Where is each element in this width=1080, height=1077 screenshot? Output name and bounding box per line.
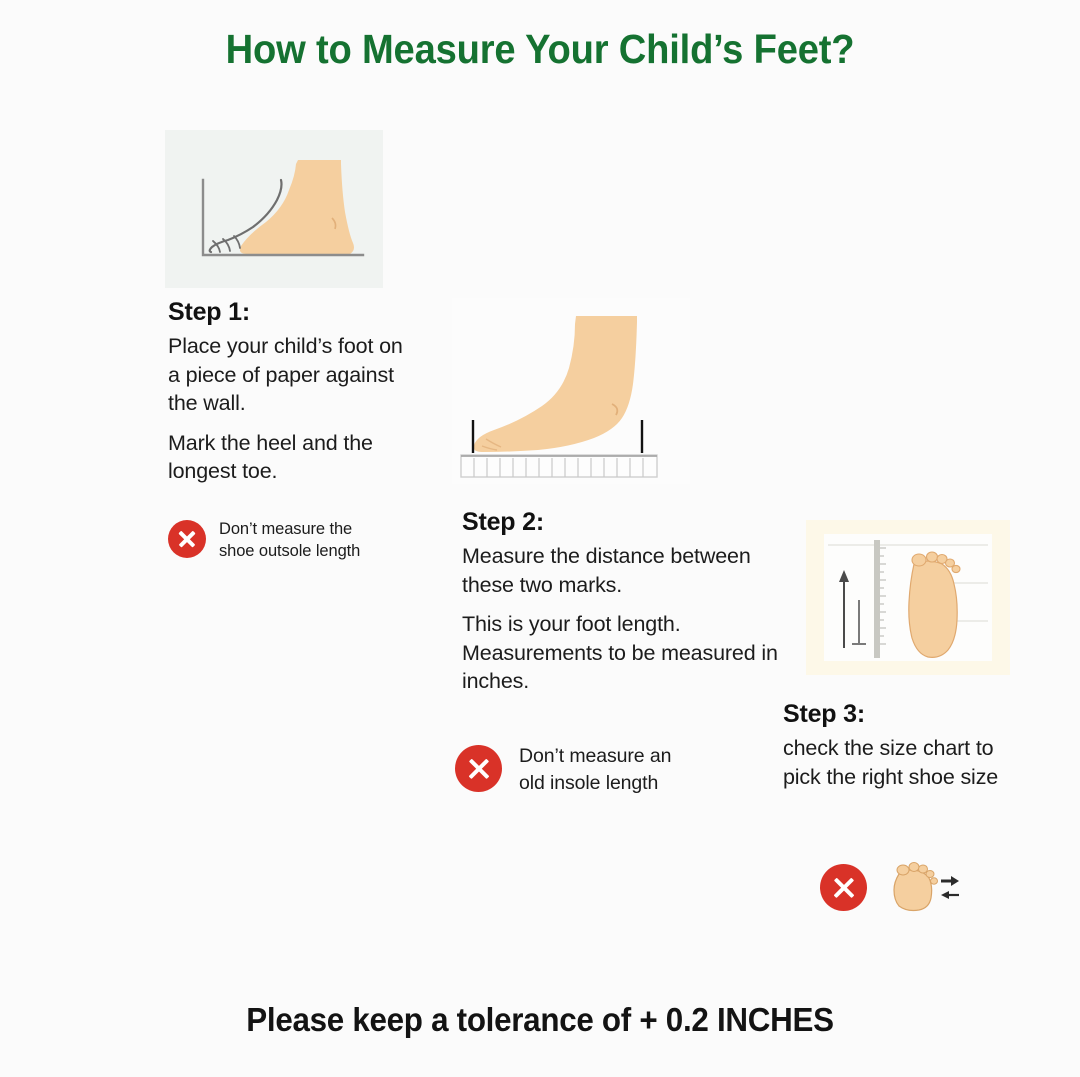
ruler-ticks xyxy=(473,458,644,477)
arrow-right-icon xyxy=(941,876,959,886)
step3-body: check the size chart to pick the right s… xyxy=(783,734,1033,791)
traced-foot-outline xyxy=(208,178,283,254)
toe-mark-1 xyxy=(212,240,221,253)
step3-heading: Step 3: xyxy=(783,700,865,728)
wall-floor-guide xyxy=(201,178,365,257)
red-x-circle-icon xyxy=(455,745,502,792)
step1-body: Place your child’s foot on a piece of pa… xyxy=(168,332,413,486)
step1-paragraph-2: Mark the heel and the longest toe. xyxy=(168,430,373,484)
foot-against-wall-illustration xyxy=(201,160,365,257)
foot-sole-with-arrows-icon xyxy=(877,862,963,914)
toe-mark-2 xyxy=(222,238,231,252)
step1-warning-badge: Don’t measure the shoe outsole length xyxy=(168,518,373,563)
step3-illustration xyxy=(806,520,1010,675)
vertical-ruler xyxy=(874,540,880,658)
long-measure-arrow xyxy=(839,570,849,648)
step2-warning-badge: Don’t measure an old insole length xyxy=(455,743,685,796)
ruler-body xyxy=(460,454,658,478)
step3-text-block: Step 3: check the size chart to pick the… xyxy=(783,700,1033,791)
red-x-circle-icon xyxy=(168,520,206,558)
short-measure-arrow xyxy=(852,600,866,645)
step2-heading: Step 2: xyxy=(462,508,544,536)
step2-body: Measure the distance between these two m… xyxy=(462,542,782,696)
foot-sole-shape xyxy=(893,869,933,912)
foot-shape xyxy=(239,160,354,254)
step3-warning-badge xyxy=(820,862,980,914)
toe-line-1 xyxy=(481,445,498,451)
ankle-crease xyxy=(611,403,619,416)
foot-sole-shape xyxy=(908,560,958,658)
step1-text-block: Step 1: Place your child’s foot on a pie… xyxy=(168,298,413,486)
step1-warning-text: Don’t measure the shoe outsole length xyxy=(219,520,361,561)
toe-line-2 xyxy=(485,438,502,448)
arrow-left-icon xyxy=(941,891,959,899)
ankle-crease xyxy=(331,217,337,230)
toe-mark-3 xyxy=(233,235,241,249)
page-title: How to Measure Your Child’s Feet? xyxy=(225,26,855,72)
foot-sole-with-vertical-ruler-illustration xyxy=(824,534,992,661)
step2-warning-text: Don’t measure an old insole length xyxy=(519,745,672,794)
step2-illustration xyxy=(452,298,690,484)
step3-paragraph-1: check the size chart to pick the right s… xyxy=(783,736,999,789)
step1-heading: Step 1: xyxy=(168,298,250,326)
vertical-ruler-ticks xyxy=(880,547,886,645)
step2-paragraph-1: Measure the distance between these two m… xyxy=(462,544,751,597)
step1-paragraph-1: Place your child’s foot on a piece of pa… xyxy=(168,334,403,416)
chart-paper xyxy=(824,534,992,661)
red-x-circle-icon xyxy=(820,864,867,911)
tolerance-note: Please keep a tolerance of + 0.2 INCHES xyxy=(246,1001,834,1038)
toes-group xyxy=(911,551,961,574)
foot-on-ruler-illustration xyxy=(460,316,658,478)
toes-group xyxy=(896,862,938,885)
foot-shape xyxy=(473,316,637,452)
step2-paragraph-2: This is your foot length. Measurements t… xyxy=(462,612,778,694)
step1-illustration xyxy=(165,130,383,288)
step2-text-block: Step 2: Measure the distance between the… xyxy=(462,508,782,696)
